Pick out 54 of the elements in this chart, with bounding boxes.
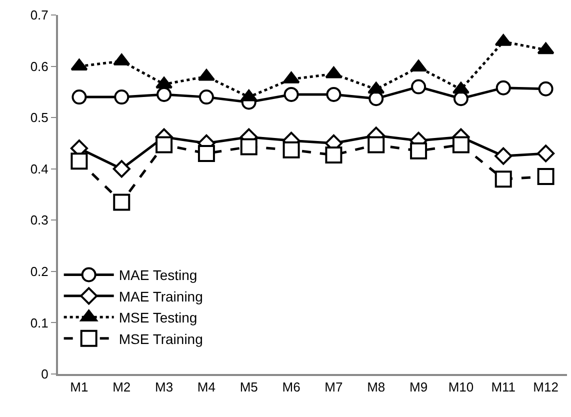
point bbox=[410, 60, 428, 72]
point bbox=[325, 66, 342, 78]
point bbox=[410, 142, 428, 160]
point bbox=[156, 136, 173, 154]
x-tick-label: M5 bbox=[240, 380, 258, 395]
x-tick-label: M2 bbox=[112, 380, 131, 395]
point bbox=[496, 80, 511, 96]
x-tick-label: M3 bbox=[155, 380, 174, 395]
point bbox=[494, 170, 512, 188]
point bbox=[368, 136, 385, 154]
point bbox=[368, 82, 385, 94]
x-tick-label: M8 bbox=[367, 380, 386, 395]
point bbox=[198, 144, 215, 162]
y-tick-label: 0.7 bbox=[30, 8, 48, 23]
point bbox=[538, 81, 554, 96]
y-tick-label: 0.2 bbox=[30, 264, 48, 279]
point bbox=[156, 86, 172, 102]
x-tick-label: M10 bbox=[448, 380, 474, 395]
point bbox=[494, 147, 512, 165]
point bbox=[536, 144, 555, 162]
point bbox=[325, 146, 342, 164]
point bbox=[70, 152, 88, 170]
x-tick-label: M9 bbox=[410, 380, 428, 395]
legend-label: MAE Training bbox=[118, 288, 203, 304]
point bbox=[452, 136, 470, 154]
legend-label: MAE Testing bbox=[118, 267, 198, 284]
y-tick-label: 0.6 bbox=[30, 58, 48, 74]
legend-label: MSE Training bbox=[118, 330, 203, 347]
point bbox=[326, 86, 342, 102]
y-tick-label: 0.5 bbox=[30, 110, 48, 126]
x-tick-label: M6 bbox=[282, 380, 300, 395]
point bbox=[70, 58, 88, 71]
point bbox=[537, 42, 554, 54]
x-tick-label: M1 bbox=[70, 380, 88, 395]
y-tick-label: 0.4 bbox=[30, 161, 48, 176]
legend-label: MSE Testing bbox=[118, 310, 198, 326]
point bbox=[114, 90, 130, 105]
y-tick-label: 0.3 bbox=[30, 212, 48, 228]
point bbox=[284, 86, 299, 102]
point bbox=[240, 138, 258, 156]
x-tick-label: M12 bbox=[533, 380, 558, 395]
point bbox=[112, 160, 130, 178]
point bbox=[411, 79, 426, 94]
point bbox=[198, 90, 214, 105]
point bbox=[537, 168, 554, 186]
point bbox=[72, 90, 87, 105]
point bbox=[282, 141, 300, 158]
x-tick-label: M4 bbox=[197, 380, 216, 395]
y-tick-label: 0.1 bbox=[30, 315, 48, 330]
x-tick-label: M7 bbox=[324, 380, 343, 395]
point bbox=[113, 194, 130, 211]
x-tick-label: M11 bbox=[491, 380, 516, 395]
y-tick-label: 0 bbox=[41, 366, 48, 382]
point bbox=[452, 82, 470, 94]
